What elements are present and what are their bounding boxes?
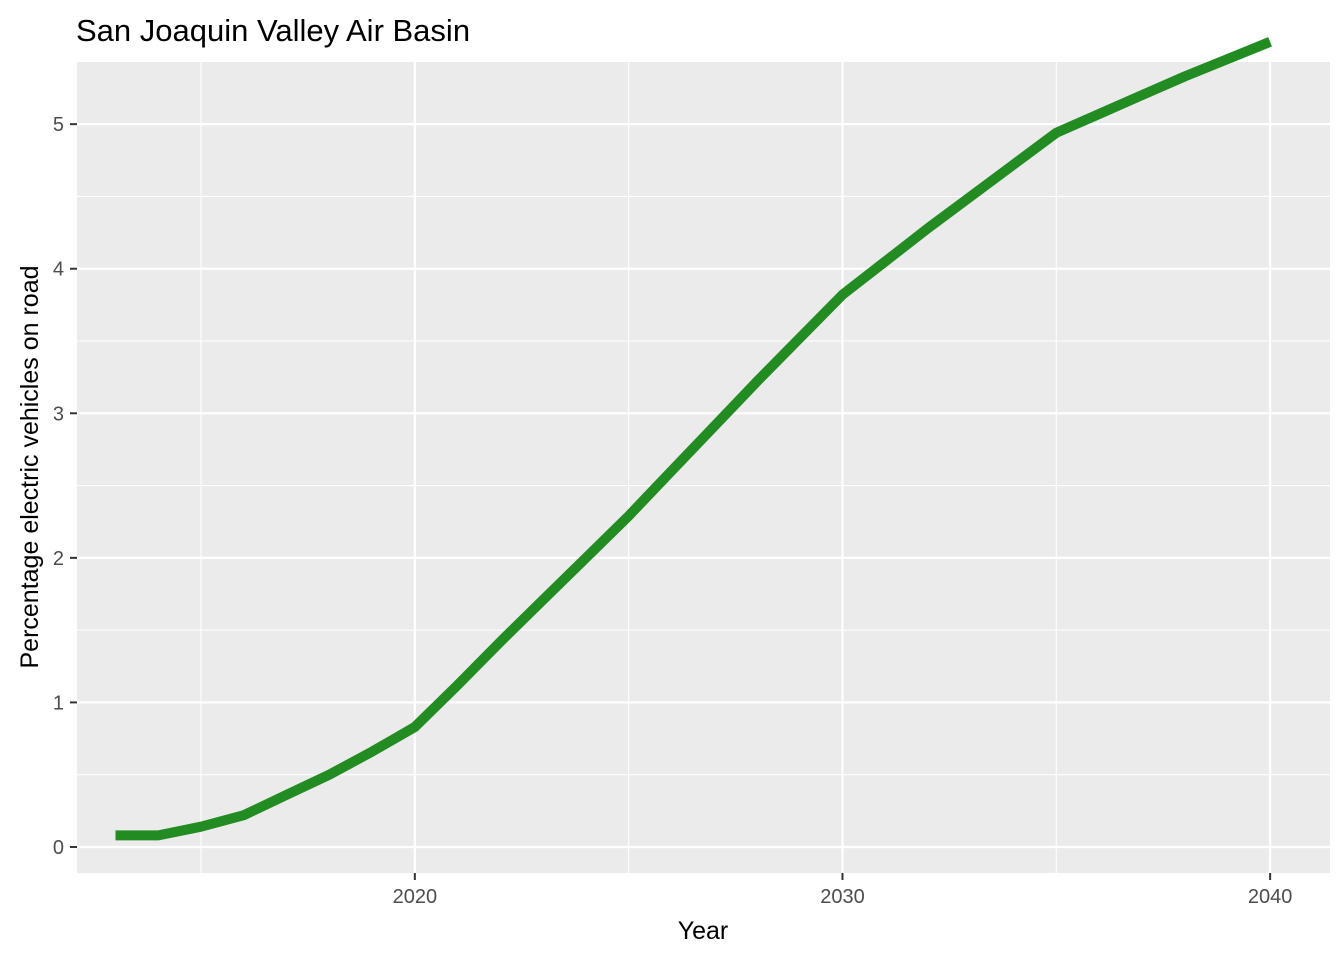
- chart-title: San Joaquin Valley Air Basin: [76, 13, 470, 48]
- minor-gridlines: [77, 62, 1330, 873]
- y-tick-label: 2: [53, 548, 64, 570]
- y-axis-title: Percentage electric vehicles on road: [16, 265, 44, 668]
- y-tick-label: 0: [53, 837, 64, 859]
- y-axis: 0 1 2 3 4 5: [53, 114, 77, 859]
- y-tick-label: 3: [53, 403, 64, 425]
- y-tick-label: 1: [53, 692, 64, 714]
- y-tick-label: 5: [53, 114, 64, 136]
- x-axis: 2020 2030 2040: [393, 873, 1293, 908]
- x-axis-title: Year: [678, 917, 729, 945]
- plot-panel: [77, 62, 1330, 873]
- x-tick-label: 2020: [393, 886, 438, 908]
- x-tick-label: 2030: [820, 886, 865, 908]
- y-tick-label: 4: [53, 259, 64, 281]
- major-gridlines: [77, 62, 1330, 873]
- series-layer: [115, 37, 1272, 841]
- x-tick-label: 2040: [1248, 886, 1293, 908]
- series-line: [115, 37, 1272, 841]
